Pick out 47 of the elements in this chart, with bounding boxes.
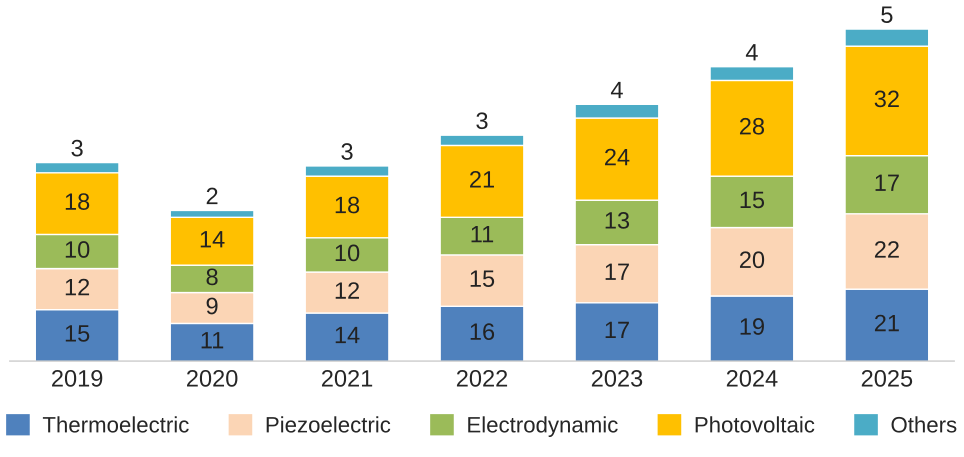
data-label: 18 xyxy=(336,196,360,214)
data-label: 18 xyxy=(66,193,90,210)
x-tick-label: 2022 xyxy=(456,370,508,387)
data-label: 17 xyxy=(606,322,629,338)
data-label: 4 xyxy=(610,82,623,98)
data-label: 17 xyxy=(606,264,629,280)
data-label: 13 xyxy=(606,212,630,229)
data-label: 20 xyxy=(740,251,764,268)
data-label: 2 xyxy=(206,188,218,204)
data-label: 24 xyxy=(605,148,630,166)
data-label: 15 xyxy=(470,270,494,287)
x-tick-label: 2019 xyxy=(52,370,102,387)
data-label: 15 xyxy=(740,192,764,208)
data-label: 3 xyxy=(476,112,488,130)
data-label: 8 xyxy=(206,268,218,286)
data-label: 12 xyxy=(66,278,90,296)
data-label: 17 xyxy=(876,174,899,191)
data-label: 5 xyxy=(881,6,892,24)
legend-label: Electrodynamic xyxy=(468,416,618,437)
data-label: 19 xyxy=(740,318,764,335)
data-label: 11 xyxy=(472,226,494,242)
legend-label: Others xyxy=(892,416,956,433)
data-label: 10 xyxy=(66,241,90,258)
data-label: 4 xyxy=(746,44,758,60)
data-label: 21 xyxy=(470,170,494,188)
legend-label: Thermoelectric xyxy=(42,416,189,433)
data-label: 14 xyxy=(336,326,360,344)
data-label: 15 xyxy=(66,325,90,342)
x-tick-label: 2024 xyxy=(726,370,778,387)
data-label: 32 xyxy=(874,90,899,108)
data-label: 22 xyxy=(874,241,899,258)
x-tick-label: 2020 xyxy=(187,370,238,387)
legend-label: Photovoltaic xyxy=(696,416,814,433)
data-label: 14 xyxy=(200,231,225,248)
data-label: 9 xyxy=(206,298,218,314)
data-label: 10 xyxy=(336,244,360,262)
x-tick-label: 2025 xyxy=(862,370,912,387)
data-label: 21 xyxy=(874,314,899,332)
legend-label: Piezoelectric xyxy=(266,416,390,433)
data-label: 12 xyxy=(336,282,359,299)
data-label: 28 xyxy=(740,118,764,135)
x-tick-label: 2023 xyxy=(592,370,642,387)
data-label: 3 xyxy=(341,143,353,160)
data-label: 11 xyxy=(202,332,224,348)
data-label: 16 xyxy=(470,323,494,340)
x-tick-label: 2021 xyxy=(322,370,372,387)
data-label: 3 xyxy=(71,140,83,156)
